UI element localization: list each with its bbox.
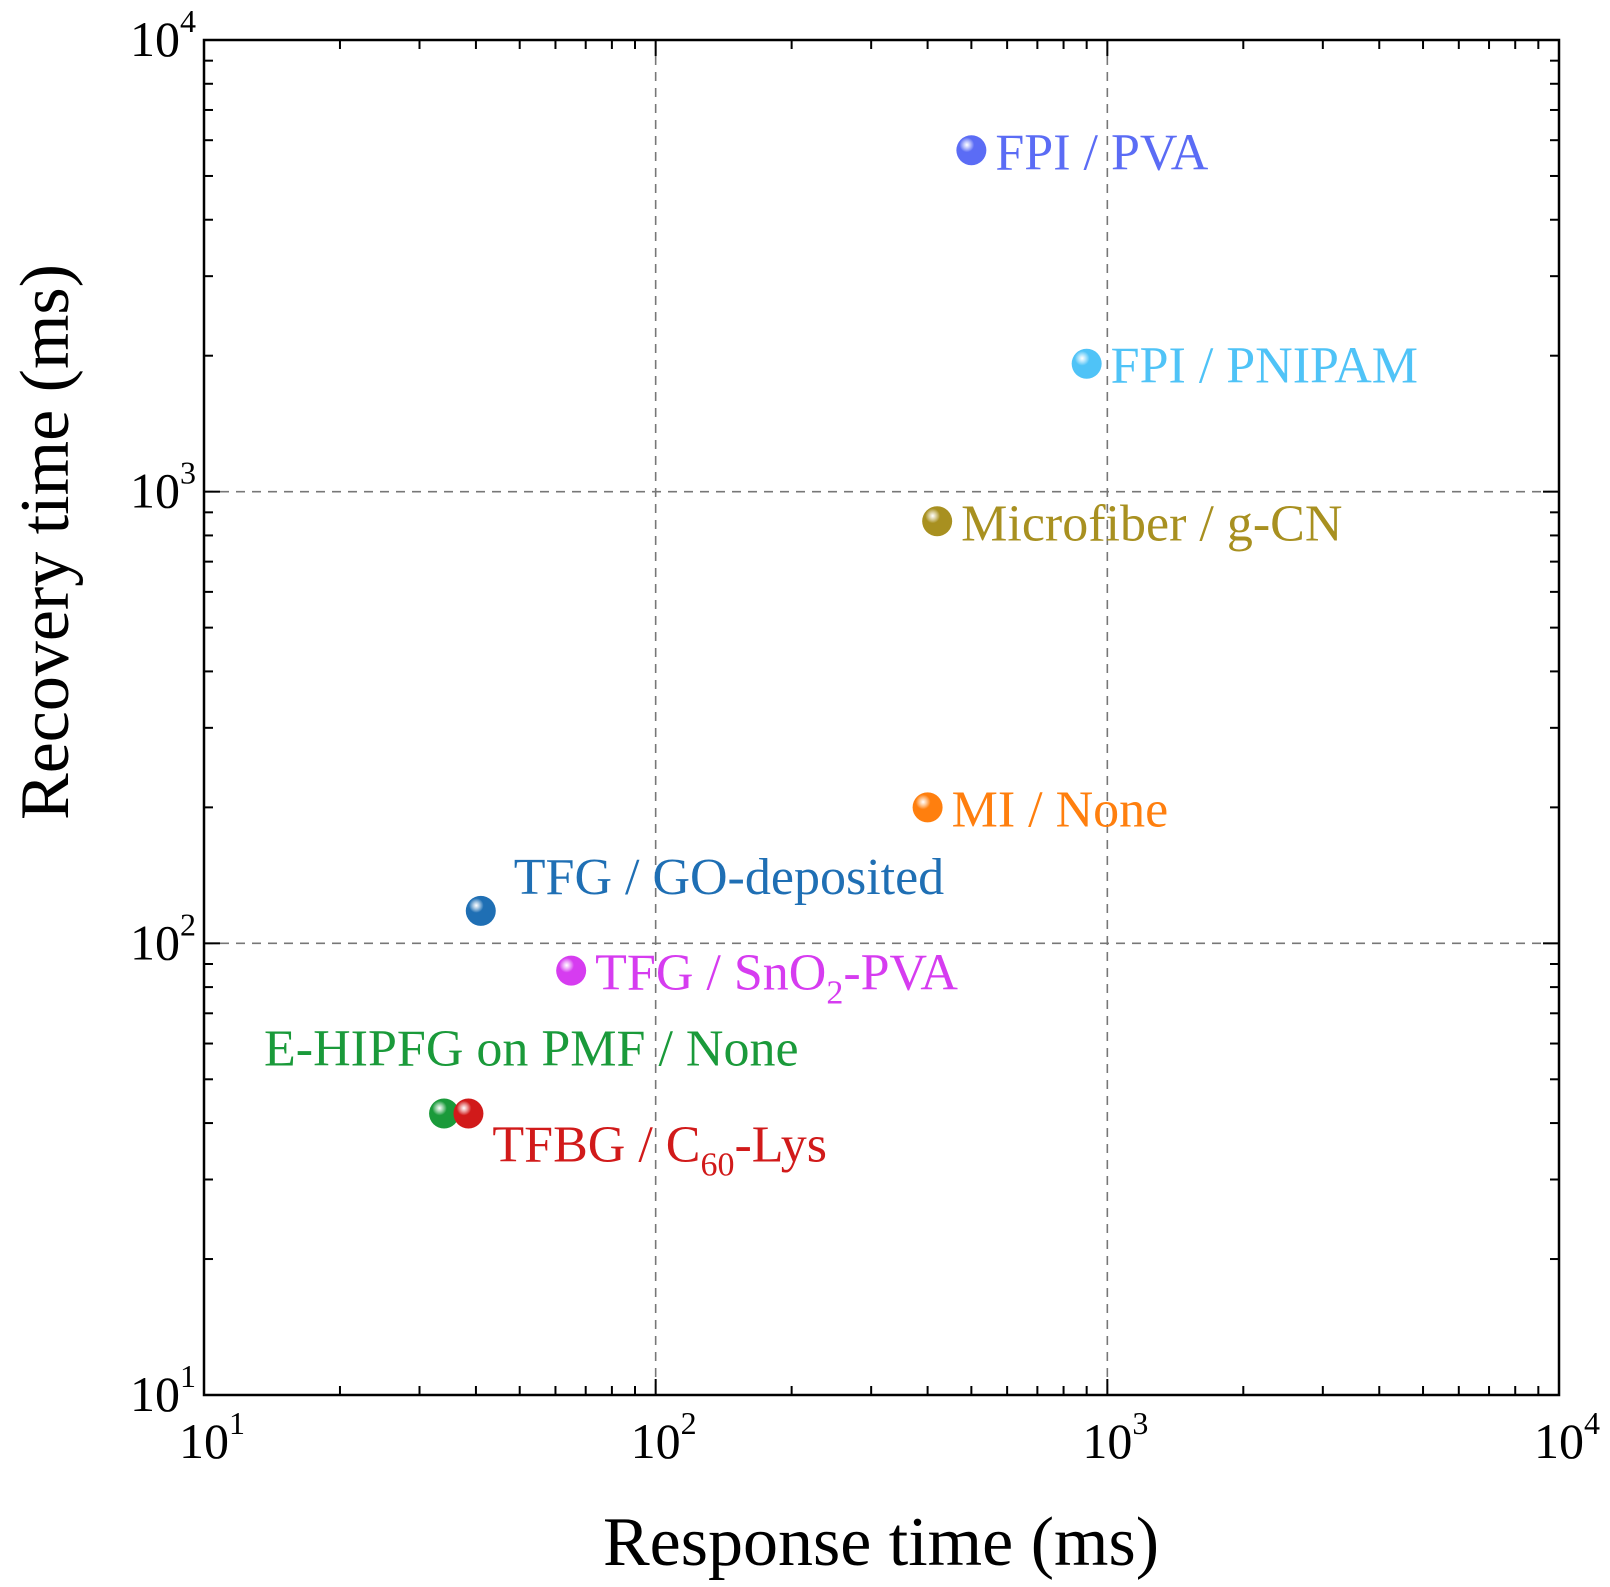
x-tick-label: 103 (1082, 1405, 1148, 1469)
y-axis-title: Recovery time (ms) (7, 264, 84, 820)
data-point (556, 955, 587, 986)
data-point (453, 1098, 484, 1129)
point-label: E-HIPFG on PMF / None (264, 1020, 799, 1077)
y-tick-label: 101 (130, 1358, 196, 1422)
x-tick-label: 102 (631, 1405, 697, 1469)
data-points (429, 135, 1102, 1129)
data-point (465, 895, 496, 926)
data-point (956, 135, 987, 166)
y-tick-label: 102 (130, 906, 196, 970)
point-label: FPI / PNIPAM (1111, 338, 1418, 395)
y-tick-label: 104 (130, 3, 196, 67)
axis-ticks (203, 40, 1560, 1396)
point-label: TFBG / C60-Lys (492, 1116, 827, 1183)
grid (204, 40, 1559, 1395)
data-point (922, 506, 953, 537)
data-point (912, 792, 943, 823)
data-point (429, 1098, 460, 1129)
plot-frame (202, 38, 1561, 1397)
point-label: TFG / GO-deposited (514, 849, 944, 906)
point-label: FPI / PVA (995, 124, 1208, 181)
point-label: TFG / SnO2-PVA (595, 945, 958, 1012)
point-label: MI / None (952, 781, 1169, 838)
data-point (1071, 348, 1102, 379)
x-tick-label: 104 (1534, 1405, 1600, 1469)
x-axis-title: Response time (ms) (603, 1504, 1159, 1581)
y-tick-label: 103 (130, 455, 196, 519)
x-tick-label: 101 (179, 1405, 245, 1469)
point-labels: FPI / PVA FPI / PNIPAM Microfiber / g-CN MI… (264, 124, 1418, 1183)
tick-labels: 101 102 103 104 101 102 103 104 (130, 3, 1600, 1469)
point-label: Microfiber / g-CN (961, 495, 1342, 552)
